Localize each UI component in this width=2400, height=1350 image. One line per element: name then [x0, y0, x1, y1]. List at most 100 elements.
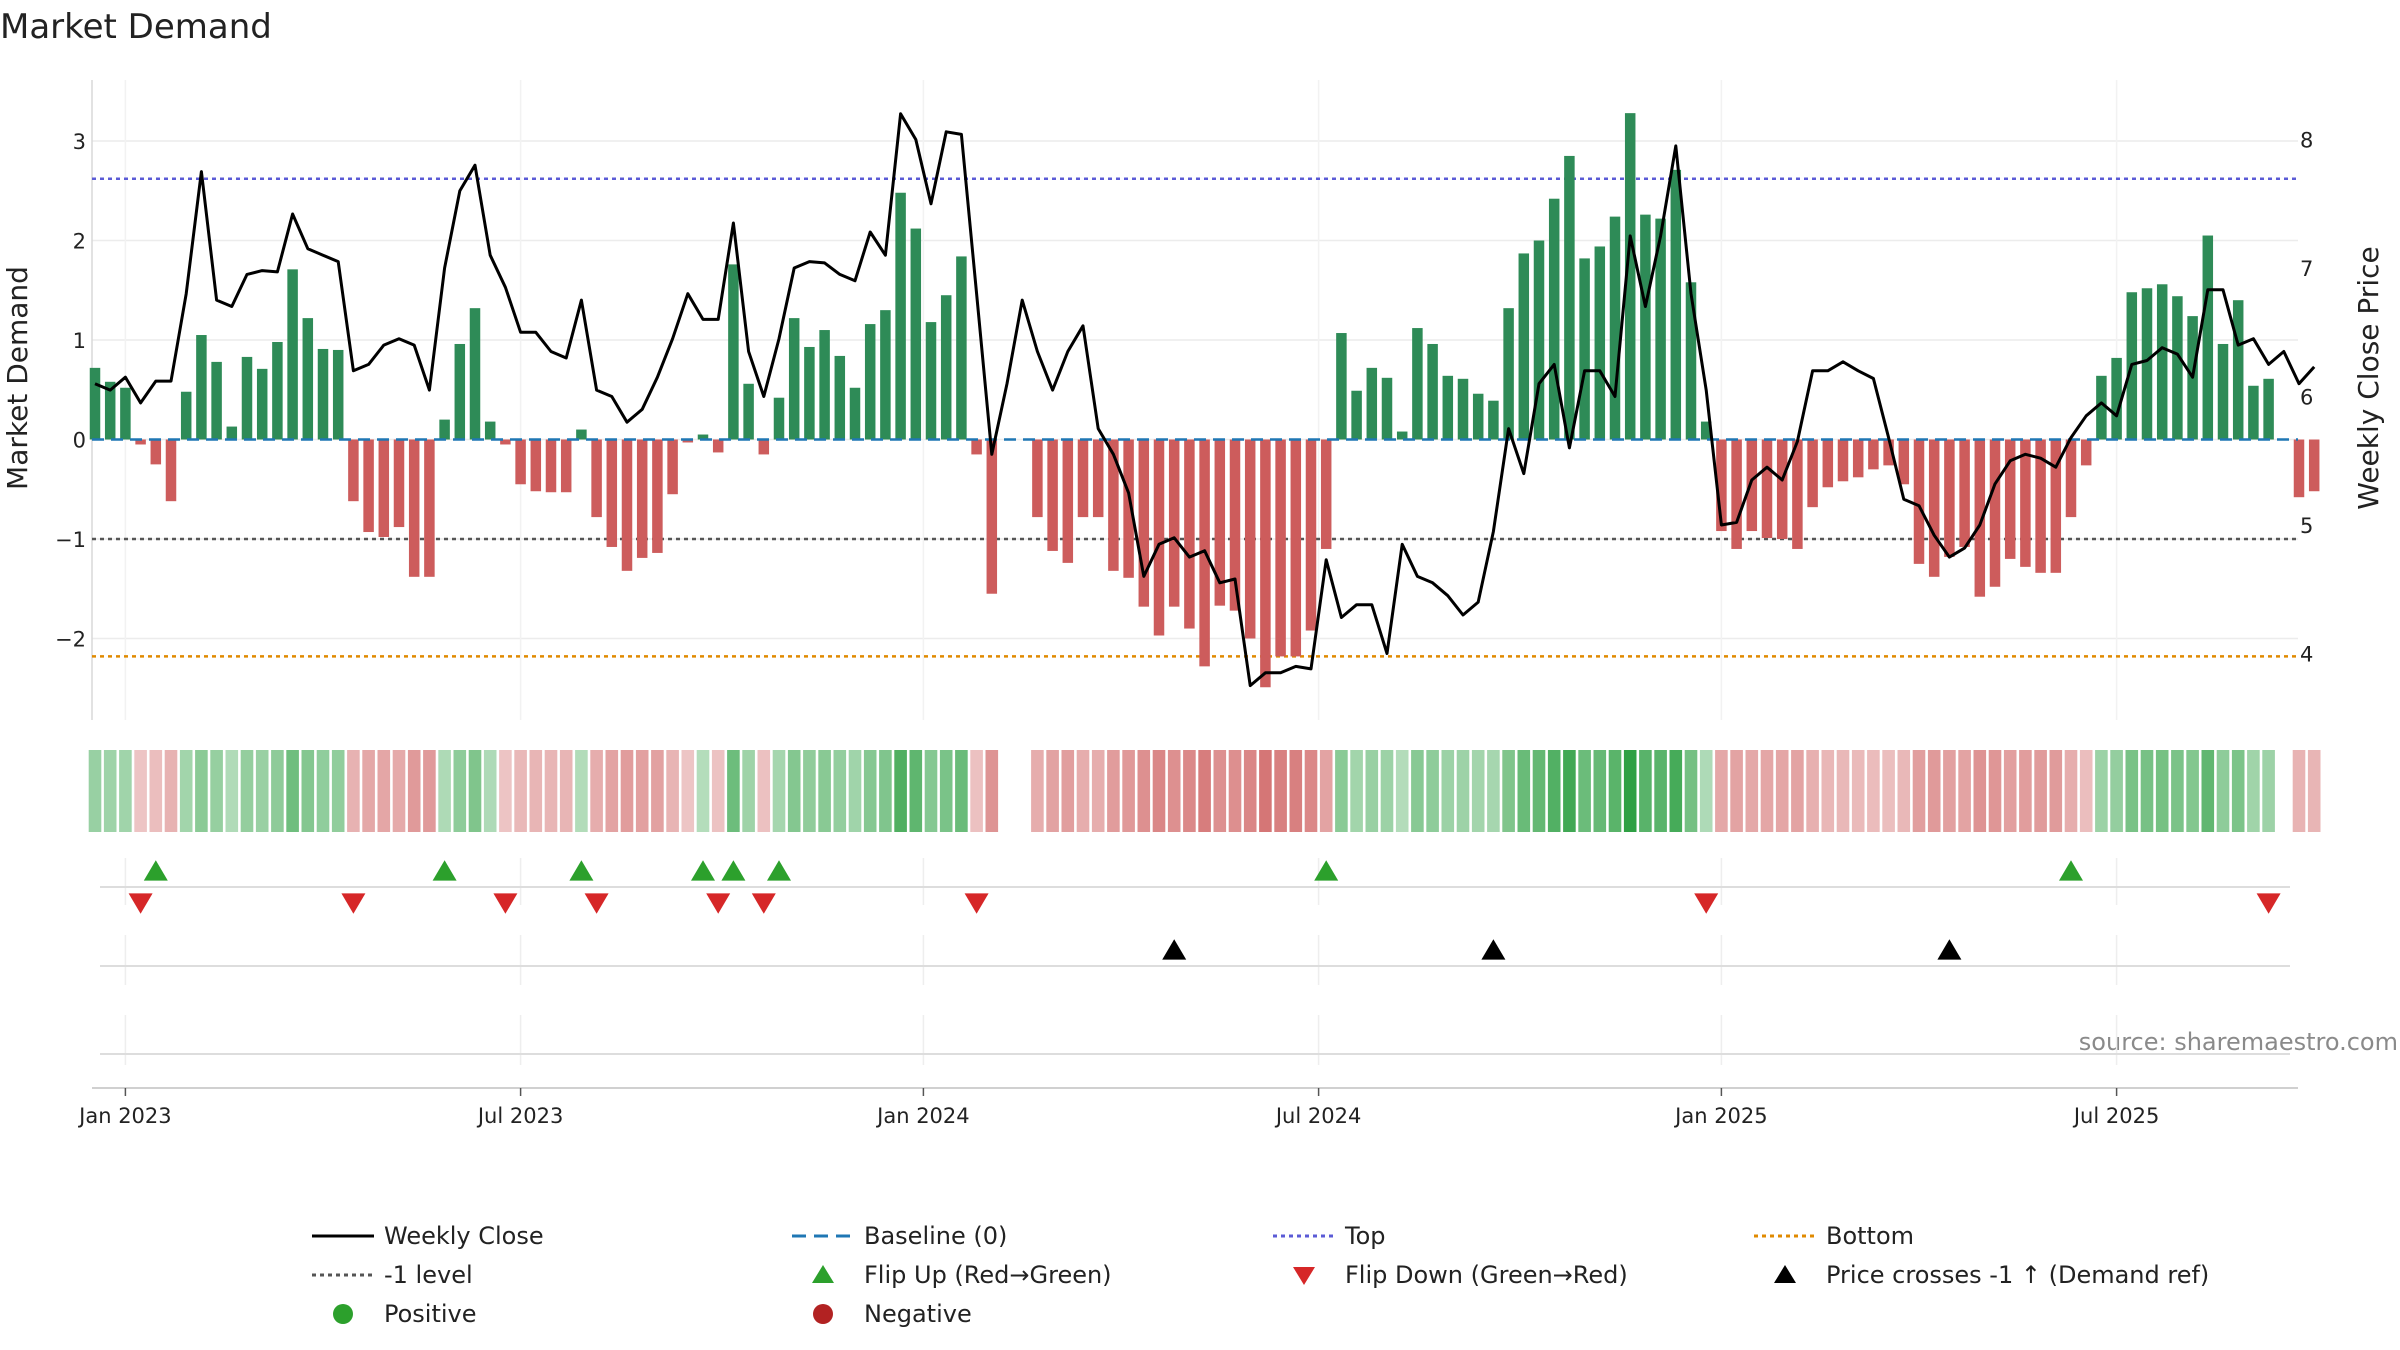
demand-bar [1609, 216, 1621, 440]
demand-strip-cell [1760, 750, 1774, 832]
demand-bar [1640, 214, 1651, 440]
demand-bar [469, 308, 481, 440]
demand-strip-cell [559, 750, 573, 832]
demand-bar [1792, 439, 1803, 549]
demand-strip-cell [134, 750, 147, 832]
demand-bar [1077, 439, 1089, 518]
demand-bar [1594, 246, 1606, 440]
legend: Weekly Close Baseline (0) Top Bottom -1 leve… [312, 1222, 2209, 1328]
demand-bar [378, 439, 390, 538]
legend-entry-label: Flip Up (Red→Green) [864, 1261, 1112, 1289]
demand-strip-cell [2171, 750, 2184, 832]
demand-bar [2293, 439, 2305, 498]
demand-strip-cell [149, 750, 163, 832]
demand-bar [2308, 439, 2320, 492]
demand-bar [1655, 218, 1666, 440]
demand-strip-cell [195, 750, 208, 832]
demand-strip-cell [407, 750, 421, 832]
demand-strip-cell [2110, 750, 2123, 832]
demand-bar [120, 387, 131, 440]
demand-strip-cell [2186, 750, 2199, 832]
legend-entry-label: Flip Down (Green→Red) [1345, 1261, 1628, 1289]
demand-strip-cell [499, 750, 512, 832]
demand-bar [1868, 439, 1879, 470]
demand-strip-cell [575, 750, 588, 832]
demand-strip-cell [1715, 750, 1728, 832]
demand-bar [348, 439, 359, 502]
demand-bar [971, 439, 982, 455]
demand-bar [1913, 439, 1925, 564]
demand-bar [2096, 375, 2107, 440]
flip-down-marker [751, 893, 776, 914]
demand-strip-cell [483, 750, 497, 832]
demand-strip-cell [1243, 750, 1257, 832]
demand-strip-cell [2079, 750, 2093, 832]
demand-strip-cell [1471, 750, 1485, 832]
demand-strip-cell [787, 750, 801, 832]
demand-strip-cell [1061, 750, 1075, 832]
demand-bar [2035, 439, 2046, 573]
demand-strip-cell [1152, 750, 1166, 832]
demand-bar [819, 330, 830, 440]
y-tick-label-left: 3 [73, 130, 86, 154]
demand-strip-cell [1289, 750, 1303, 832]
demand-bar [940, 295, 952, 440]
demand-bar [773, 397, 785, 440]
demand-heat-strip [88, 750, 2321, 832]
y-axis-label-right: Weekly Close Price [2352, 246, 2385, 509]
demand-strip-cell [1745, 750, 1759, 832]
demand-strip-cell [833, 750, 847, 832]
demand-bar [2111, 357, 2122, 440]
demand-bar [560, 439, 572, 493]
demand-bars [89, 113, 2320, 688]
demand-bar [287, 269, 298, 440]
demand-strip-cell [1563, 750, 1576, 832]
price-cross-marker [1937, 939, 1962, 960]
legend-swatch [812, 1265, 834, 1283]
y-tick-label-left: 1 [73, 329, 86, 353]
demand-strip-cell [453, 750, 467, 832]
demand-strip-cell [225, 750, 239, 832]
flip-down-marker [1694, 893, 1719, 914]
demand-bar [1624, 113, 1636, 440]
y-tick-label-right: 5 [2300, 514, 2313, 538]
legend-swatch [1774, 1265, 1796, 1283]
demand-strip-cell [2307, 750, 2321, 832]
demand-bar [150, 439, 162, 465]
demand-strip-cell [1988, 750, 2002, 832]
demand-strip-cell [1213, 750, 1227, 832]
demand-bar [1275, 439, 1286, 657]
demand-strip-cell [818, 750, 831, 832]
demand-bar [576, 429, 587, 440]
demand-strip-cell [742, 750, 755, 832]
demand-strip-cell [119, 750, 132, 832]
demand-strip-cell [1365, 750, 1379, 832]
event-marker-rows [92, 860, 2298, 1089]
demand-bar [636, 439, 648, 558]
demand-strip-cell [1973, 750, 1987, 832]
legend-entry-label: Price crosses -1 ↑ (Demand ref) [1826, 1261, 2209, 1289]
demand-bar [910, 228, 922, 440]
demand-strip-cell [1912, 750, 1926, 832]
demand-strip-cell [1441, 750, 1455, 832]
demand-strip-cell [544, 750, 558, 832]
demand-bar [1412, 328, 1423, 440]
demand-bar [728, 264, 739, 440]
demand-bar [1974, 439, 1986, 597]
demand-strip-cell [620, 750, 634, 832]
flip-down-marker [493, 893, 518, 914]
demand-strip-cell [1335, 750, 1348, 832]
demand-bar [1837, 439, 1849, 482]
demand-strip-cell [651, 750, 664, 832]
legend-entry-label: -1 level [384, 1261, 473, 1289]
demand-bar [667, 439, 678, 495]
demand-strip-cell [879, 750, 892, 832]
demand-bar [1320, 439, 1332, 549]
demand-bar [165, 439, 177, 502]
demand-bar [256, 368, 268, 440]
demand-bar [226, 426, 238, 440]
y-tick-label-right: 7 [2300, 257, 2313, 281]
demand-strip-cell [179, 750, 193, 832]
demand-strip-cell [392, 750, 406, 832]
demand-strip-cell [1137, 750, 1151, 832]
